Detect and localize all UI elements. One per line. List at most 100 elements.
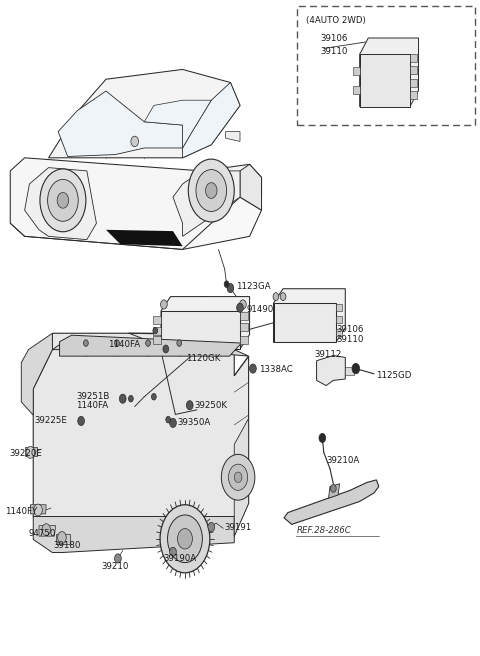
Polygon shape: [33, 333, 249, 543]
Circle shape: [84, 340, 88, 346]
Polygon shape: [161, 311, 240, 349]
Text: 1140FA: 1140FA: [108, 340, 141, 349]
Text: 39210: 39210: [101, 562, 129, 571]
Circle shape: [330, 484, 336, 492]
Polygon shape: [173, 171, 240, 236]
Circle shape: [188, 159, 234, 222]
Polygon shape: [360, 54, 410, 107]
Text: 39350A: 39350A: [178, 419, 211, 428]
Text: 39106: 39106: [336, 325, 364, 335]
Circle shape: [48, 179, 78, 221]
Circle shape: [250, 364, 256, 373]
Circle shape: [221, 455, 255, 500]
Circle shape: [146, 340, 151, 346]
Bar: [410, 54, 417, 62]
Text: 39110: 39110: [321, 47, 348, 56]
Circle shape: [57, 192, 69, 208]
Circle shape: [129, 396, 133, 402]
Polygon shape: [60, 335, 241, 356]
Text: 39190A: 39190A: [163, 554, 196, 563]
Polygon shape: [106, 230, 182, 246]
Circle shape: [224, 281, 229, 287]
Circle shape: [178, 529, 192, 549]
Text: 94750: 94750: [28, 529, 56, 538]
Polygon shape: [328, 483, 339, 498]
Polygon shape: [39, 525, 56, 536]
Text: 1125GD: 1125GD: [376, 371, 412, 380]
Circle shape: [319, 434, 325, 443]
Text: 1123GA: 1123GA: [236, 282, 271, 291]
Bar: [410, 66, 417, 74]
Polygon shape: [10, 158, 262, 249]
Text: 39180: 39180: [53, 541, 81, 550]
Polygon shape: [33, 516, 234, 552]
Circle shape: [240, 300, 246, 309]
Bar: [410, 79, 417, 87]
Circle shape: [169, 419, 176, 428]
Polygon shape: [48, 70, 240, 158]
Bar: [154, 336, 161, 344]
Bar: [154, 316, 161, 324]
Bar: [154, 327, 161, 335]
Circle shape: [208, 522, 215, 531]
Circle shape: [152, 394, 156, 400]
Bar: [240, 312, 248, 320]
Bar: [240, 323, 248, 331]
Polygon shape: [58, 91, 182, 157]
Circle shape: [280, 293, 286, 300]
Circle shape: [352, 363, 360, 374]
Circle shape: [177, 340, 181, 346]
Bar: [336, 304, 342, 311]
Polygon shape: [274, 289, 345, 342]
Text: 39251B: 39251B: [76, 392, 110, 401]
Circle shape: [153, 327, 157, 334]
Polygon shape: [24, 447, 36, 456]
Bar: [298, 6, 475, 125]
Bar: [353, 68, 360, 75]
Text: 39110: 39110: [336, 335, 364, 344]
Bar: [345, 367, 354, 375]
Circle shape: [40, 169, 86, 232]
Text: 39225E: 39225E: [34, 417, 67, 426]
Circle shape: [234, 472, 242, 483]
Text: 39220E: 39220E: [9, 449, 42, 458]
Polygon shape: [56, 534, 70, 544]
Circle shape: [34, 504, 42, 516]
Text: 91490: 91490: [247, 305, 274, 314]
Circle shape: [58, 531, 66, 543]
Circle shape: [227, 283, 234, 293]
Bar: [336, 329, 342, 336]
Text: 39250K: 39250K: [194, 401, 228, 410]
Text: 39112: 39112: [314, 350, 342, 359]
Circle shape: [120, 394, 126, 403]
Bar: [353, 86, 360, 94]
Text: (4AUTO 2WD): (4AUTO 2WD): [306, 16, 366, 25]
Circle shape: [78, 417, 84, 426]
Bar: [410, 91, 417, 99]
Polygon shape: [234, 419, 249, 536]
Circle shape: [42, 523, 50, 535]
Text: 39106: 39106: [321, 34, 348, 43]
Circle shape: [205, 182, 217, 198]
Circle shape: [115, 340, 120, 346]
Polygon shape: [161, 297, 250, 349]
Polygon shape: [144, 197, 262, 249]
Circle shape: [273, 293, 279, 300]
Circle shape: [166, 417, 170, 423]
Polygon shape: [24, 168, 96, 239]
Text: 1338AC: 1338AC: [259, 365, 293, 375]
Polygon shape: [182, 83, 240, 158]
Circle shape: [169, 547, 176, 556]
Polygon shape: [240, 165, 262, 210]
Text: REF.28-286C: REF.28-286C: [297, 526, 351, 535]
Circle shape: [163, 345, 168, 353]
Polygon shape: [317, 356, 345, 386]
Text: 1140FY: 1140FY: [5, 507, 38, 516]
Bar: [336, 316, 342, 323]
Text: 39191: 39191: [225, 523, 252, 532]
Polygon shape: [226, 132, 240, 142]
Circle shape: [131, 136, 139, 147]
Text: 1120GK: 1120GK: [186, 354, 221, 363]
Bar: [240, 336, 248, 344]
Circle shape: [186, 401, 193, 410]
